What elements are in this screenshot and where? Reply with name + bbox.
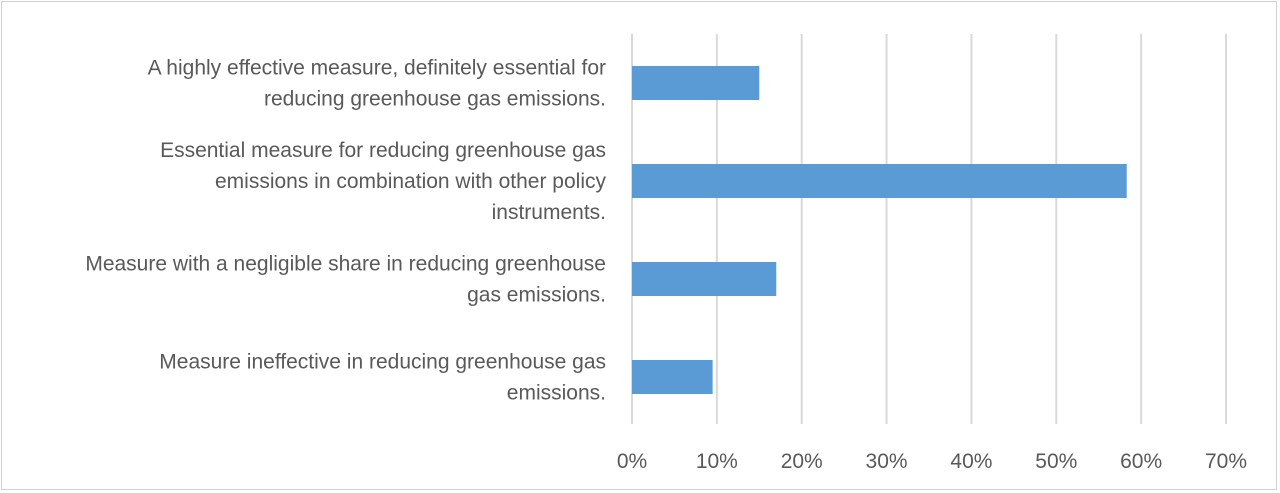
bar bbox=[632, 262, 777, 296]
x-tick-label: 20% bbox=[781, 450, 823, 473]
category-label: A highly effective measure, definitely e… bbox=[148, 57, 606, 111]
x-tick-label: 60% bbox=[1120, 450, 1162, 473]
category-labels: A highly effective measure, definitely e… bbox=[85, 57, 606, 405]
x-tick-label: 70% bbox=[1205, 450, 1247, 473]
bars bbox=[632, 66, 1127, 394]
x-tick-label: 0% bbox=[617, 450, 647, 473]
x-tick-label: 10% bbox=[696, 450, 738, 473]
category-label-line: Measure ineffective in reducing greenhou… bbox=[159, 351, 606, 374]
category-label: Measure ineffective in reducing greenhou… bbox=[159, 351, 606, 405]
category-label-line: instruments. bbox=[492, 201, 606, 224]
x-tick-label: 40% bbox=[950, 450, 992, 473]
x-tick-label: 50% bbox=[1035, 450, 1077, 473]
category-label-line: emissions in combination with other poli… bbox=[215, 170, 607, 193]
category-label-line: Measure with a negligible share in reduc… bbox=[85, 253, 606, 276]
category-label-line: gas emissions. bbox=[467, 284, 606, 307]
category-label-line: reducing greenhouse gas emissions. bbox=[264, 88, 606, 111]
category-label-line: Essential measure for reducing greenhous… bbox=[160, 139, 606, 162]
x-tick-label: 30% bbox=[866, 450, 908, 473]
category-label-line: A highly effective measure, definitely e… bbox=[148, 57, 606, 80]
category-label: Essential measure for reducing greenhous… bbox=[160, 139, 606, 224]
x-axis-tick-labels: 0% 10% 20% 30% 40% 50% 60% 70% bbox=[617, 450, 1247, 473]
category-label: Measure with a negligible share in reduc… bbox=[85, 253, 606, 307]
category-label-line: emissions. bbox=[507, 382, 606, 405]
bar bbox=[632, 360, 713, 394]
bar bbox=[632, 66, 760, 100]
bar bbox=[632, 164, 1127, 198]
